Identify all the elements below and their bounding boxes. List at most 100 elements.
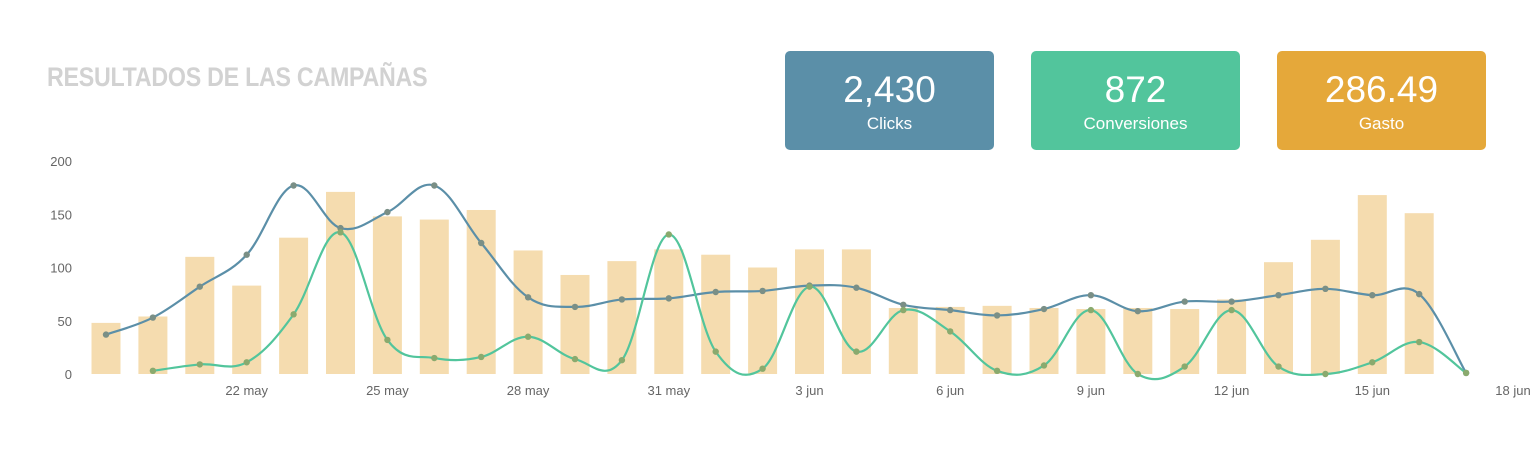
conversions-point: [524, 333, 532, 340]
clicks-point: [759, 287, 766, 295]
conversions-value: 872: [1104, 69, 1167, 110]
clicks-point: [947, 306, 954, 314]
conversions-point: [759, 365, 766, 372]
clicks-point: [1369, 291, 1376, 299]
conversions-point: [900, 306, 907, 314]
clicks-point: [900, 301, 907, 308]
conversions-point: [478, 353, 485, 361]
conversions-point: [618, 356, 626, 364]
conversions-point: [149, 367, 157, 375]
clicks-point: [1134, 307, 1142, 315]
chart-title: RESULTADOS DE LAS CAMPAÑAS: [47, 62, 428, 92]
y-tick-label: 200: [50, 154, 72, 169]
clicks-point: [384, 208, 391, 216]
conversions-label: Conversiones: [1083, 114, 1188, 133]
bar: [513, 250, 543, 374]
clicks-point: [853, 284, 860, 291]
clicks-point: [993, 312, 1001, 319]
clicks-point: [1228, 298, 1235, 305]
y-axis: 0 50 100 150 200: [50, 154, 72, 382]
bar: [1076, 309, 1106, 374]
x-tick-label: 15 jun: [1355, 383, 1390, 398]
conversions-point: [1181, 363, 1188, 370]
bar: [326, 191, 355, 374]
conversions-point: [665, 231, 672, 238]
conversions-point: [243, 359, 250, 366]
y-tick-label: 150: [50, 207, 72, 222]
bar: [841, 249, 871, 374]
x-tick-label: 22 may: [225, 383, 268, 398]
bar: [701, 254, 731, 374]
conversions-point: [1087, 306, 1095, 314]
clicks-point: [290, 182, 297, 189]
conversions-point: [384, 336, 391, 344]
bar: [748, 267, 778, 374]
clicks-point: [712, 288, 719, 296]
point-layer: [102, 182, 1470, 378]
x-tick-label: 12 jun: [1214, 383, 1249, 398]
clicks-point: [571, 303, 579, 311]
bar: [654, 249, 684, 374]
x-tick-label: 3 jun: [795, 383, 823, 398]
conversions-point: [853, 348, 860, 355]
bar: [185, 256, 215, 374]
conversions-point: [1134, 370, 1142, 378]
clicks-point: [524, 294, 532, 301]
clicks-point: [1416, 290, 1423, 298]
bar: [607, 261, 637, 374]
conversions-point: [806, 283, 813, 290]
bar: [888, 307, 918, 374]
x-tick-label: 6 jun: [936, 383, 964, 398]
bar: [795, 249, 824, 374]
x-tick-label: 9 jun: [1077, 383, 1105, 398]
conversions-point: [196, 361, 203, 368]
conversions-point: [1322, 370, 1329, 378]
conversions-point: [571, 355, 579, 363]
conversions-point: [1275, 363, 1282, 370]
clicks-point: [618, 296, 626, 303]
y-tick-label: 50: [58, 314, 72, 329]
clicks-point: [149, 314, 157, 321]
conversions-point: [1040, 362, 1048, 369]
clicks-value: 2,430: [843, 69, 936, 110]
conversions-point: [290, 311, 297, 318]
clicks-point: [431, 182, 438, 189]
conversions-kpi-card: 872 Conversiones: [1031, 51, 1240, 150]
clicks-point: [243, 251, 250, 258]
conversions-point: [712, 348, 719, 355]
spend-label: Gasto: [1358, 114, 1405, 133]
spend-value: 286.49: [1324, 69, 1439, 110]
x-tick-label: 28 may: [507, 383, 550, 398]
bar-layer: [91, 191, 1434, 374]
bar: [419, 219, 449, 374]
bar: [1357, 195, 1387, 374]
clicks-line: [105, 183, 1468, 374]
bar: [1310, 239, 1340, 374]
clicks-point: [102, 331, 110, 338]
bar: [466, 209, 496, 374]
y-tick-label: 100: [50, 261, 72, 276]
y-tick-label: 0: [65, 367, 72, 382]
clicks-point: [196, 283, 203, 290]
clicks-point: [1275, 291, 1282, 299]
clicks-point: [478, 239, 485, 247]
spend-kpi-card: 286.49 Gasto: [1277, 51, 1486, 150]
clicks-point: [1087, 291, 1095, 299]
conversions-point: [1416, 338, 1423, 346]
conversions-point: [1369, 359, 1376, 366]
bar: [138, 316, 168, 374]
conversions-point: [993, 367, 1001, 375]
line-layer: [105, 183, 1468, 381]
conversions-point: [1228, 306, 1235, 314]
clicks-point: [1322, 285, 1329, 292]
conversions-point: [1462, 369, 1470, 377]
conversions-point: [337, 229, 344, 236]
conversions-point: [947, 328, 954, 335]
x-tick-label: 25 may: [366, 383, 409, 398]
x-tick-label: 18 jun: [1495, 383, 1530, 398]
clicks-label: Clicks: [866, 114, 913, 133]
x-axis: 22 may 25 may 28 may 31 may 3 jun 6 jun 9 jun 1…: [225, 383, 1530, 398]
clicks-point: [1040, 305, 1048, 313]
bar: [279, 237, 309, 374]
